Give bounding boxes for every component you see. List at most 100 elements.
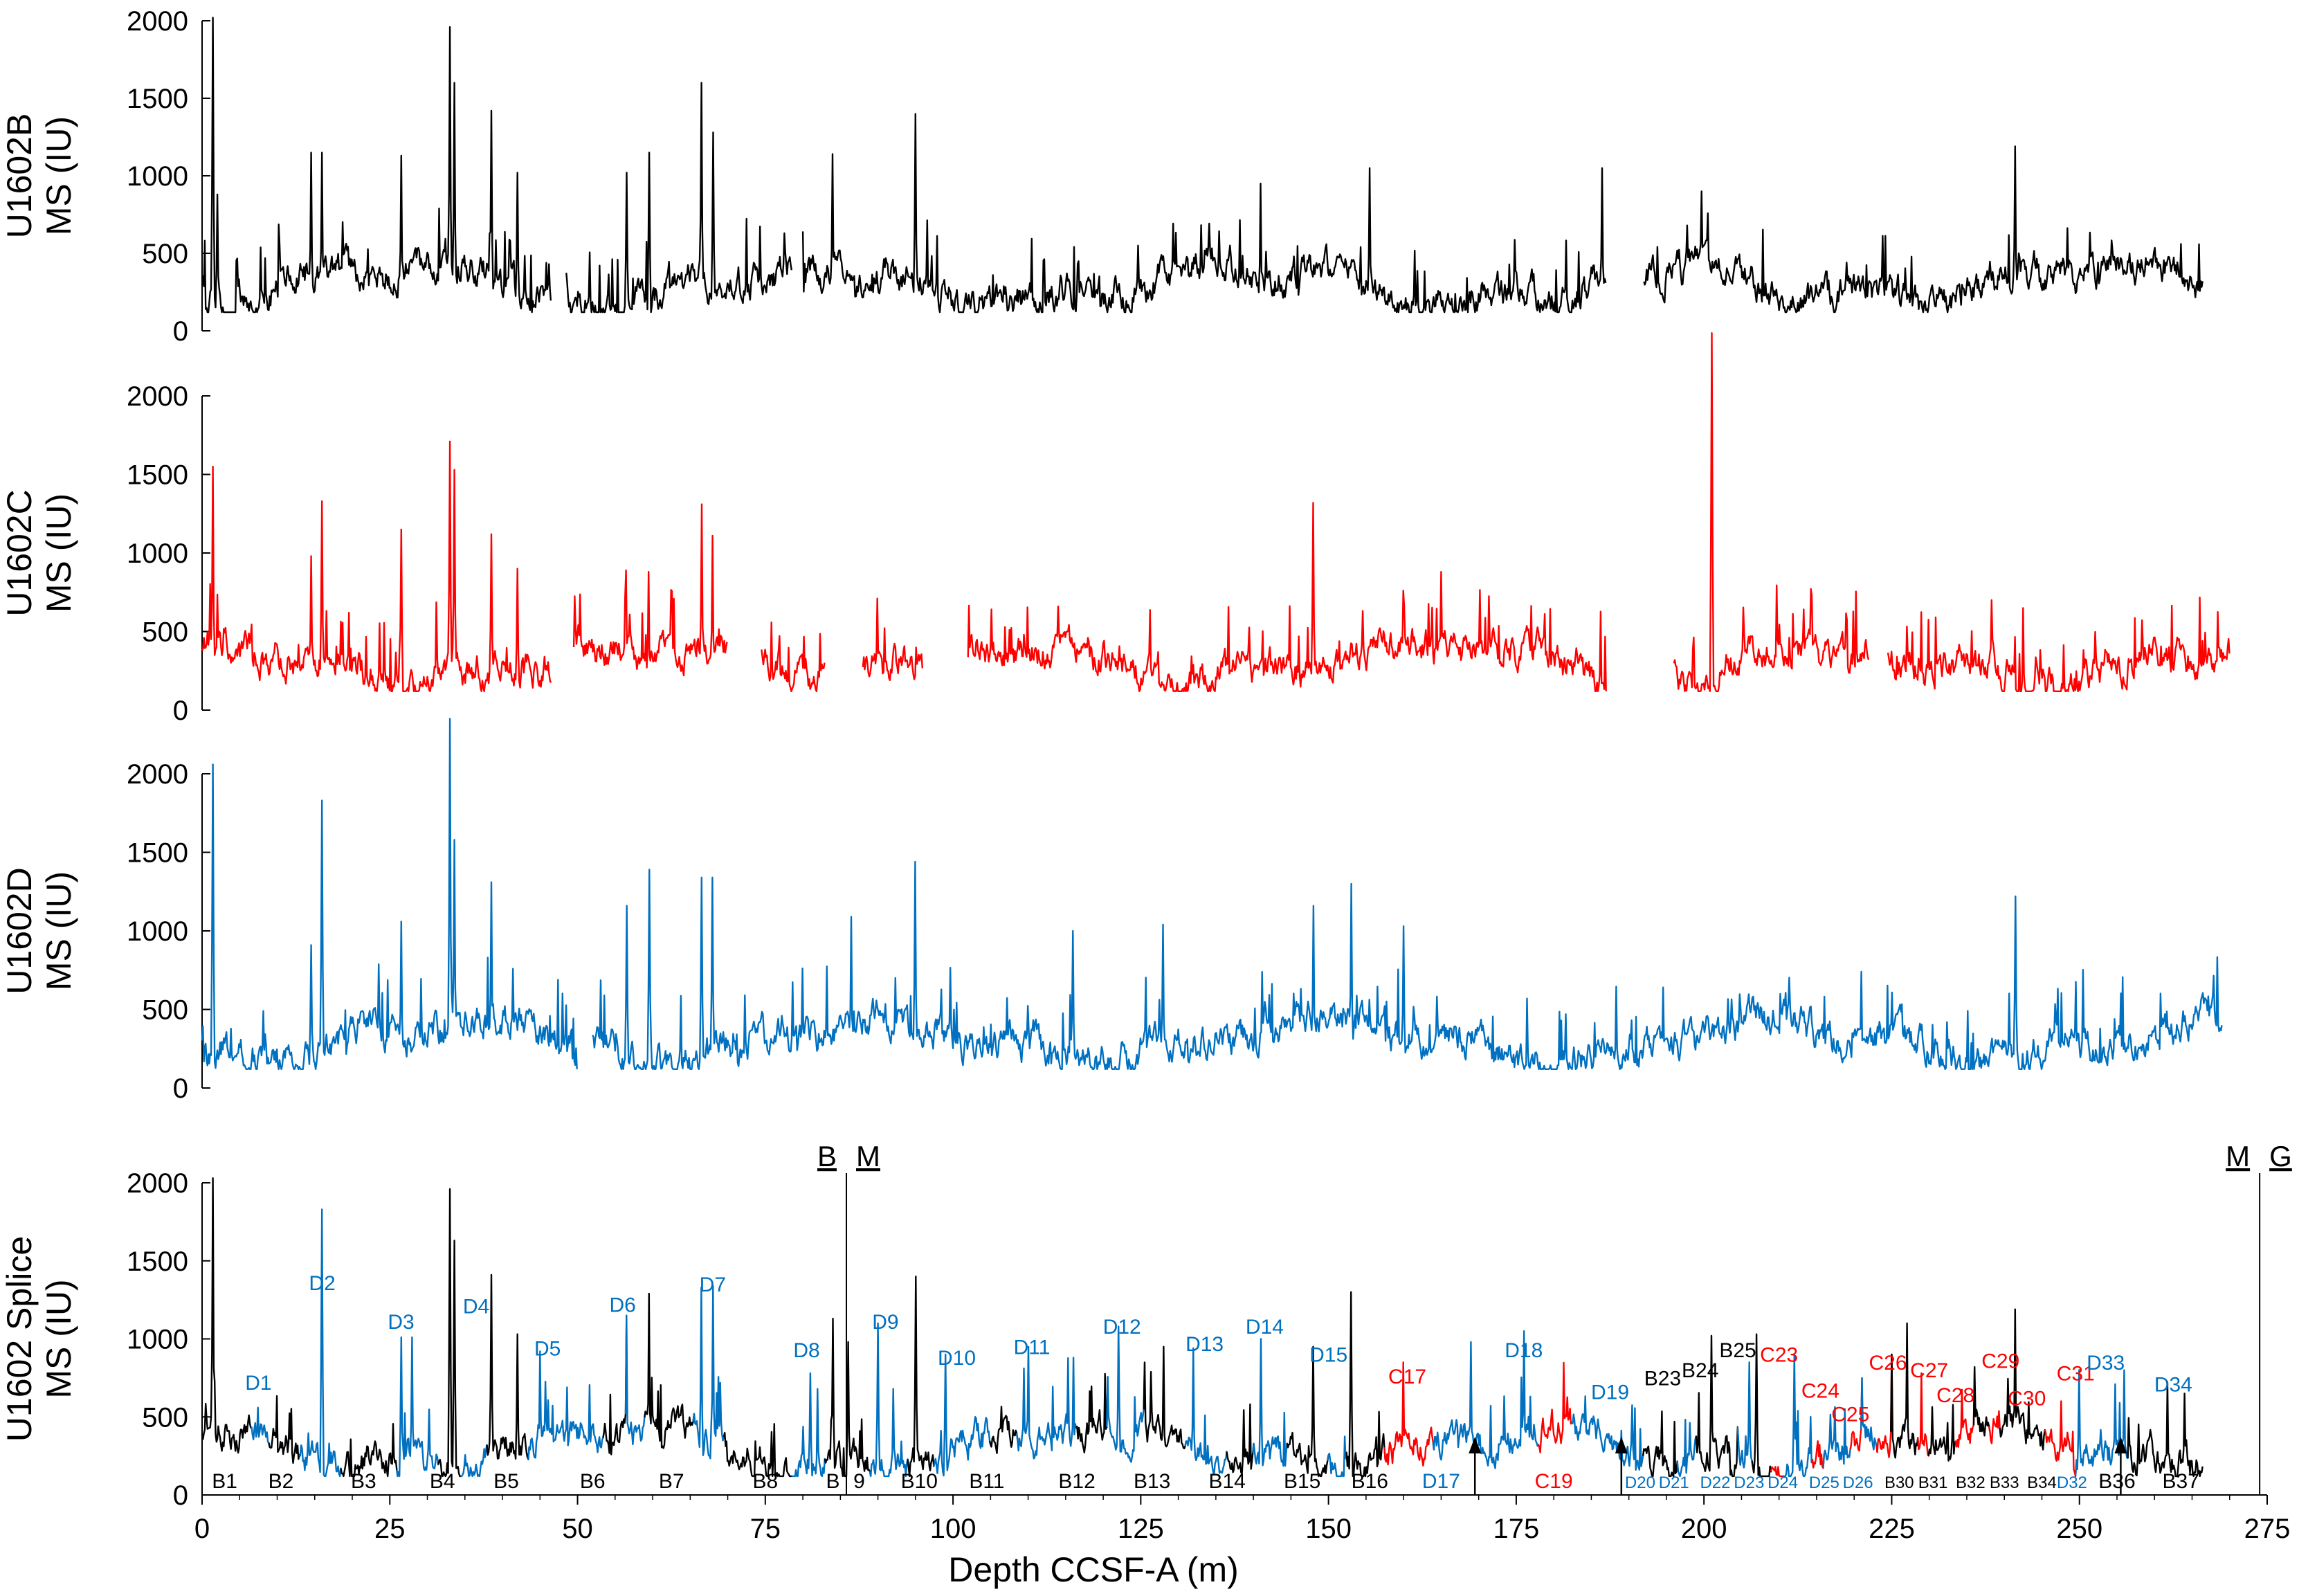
segment-label: D23 xyxy=(1734,1473,1764,1492)
y-tick-label: 1500 xyxy=(127,460,188,491)
splice-segment-b6 xyxy=(602,1315,628,1456)
splice-segment-b37 xyxy=(2165,1381,2203,1478)
segment-label: B36 xyxy=(2098,1470,2135,1493)
splice-segment-d22 xyxy=(1782,1353,1815,1478)
y-tick-label: 500 xyxy=(142,995,188,1026)
y-tick-label: 500 xyxy=(142,239,188,269)
segment-label: C29 xyxy=(1981,1350,2019,1373)
segment-label: C23 xyxy=(1760,1344,1798,1367)
segment-label: D4 xyxy=(463,1296,489,1318)
series-trace xyxy=(572,503,728,677)
y-tick-label: 0 xyxy=(173,1480,188,1511)
splice-segment-d23 xyxy=(1822,1406,1853,1469)
y-tick-label: 1000 xyxy=(127,1325,188,1355)
segment-label: D18 xyxy=(1505,1339,1543,1362)
segment-label: B1 xyxy=(212,1470,237,1493)
splice-segment-c25 xyxy=(1849,1377,1863,1452)
x-tick-label: 150 xyxy=(1305,1514,1352,1544)
splice-segment-c23 xyxy=(1770,1466,1784,1478)
splice-segment-d4 xyxy=(460,1444,489,1478)
splice-segment-b11 xyxy=(988,1406,1019,1454)
segment-label: D11 xyxy=(1014,1336,1051,1359)
segment-label: B32 xyxy=(1956,1473,1986,1492)
splice-segment-b31 xyxy=(1927,1404,1956,1462)
segment-label: C28 xyxy=(1936,1384,1974,1407)
segment-label: D10 xyxy=(938,1347,976,1370)
segment-label: B2 xyxy=(269,1470,294,1493)
y-tick-label: 1000 xyxy=(127,161,188,192)
y-tick-label: 1500 xyxy=(127,1246,188,1277)
y-tick-label: 1500 xyxy=(127,838,188,869)
segment-label: D1 xyxy=(245,1372,271,1395)
splice-segment-d15 xyxy=(1327,1435,1349,1478)
x-tick-label: 250 xyxy=(2056,1514,2102,1544)
segment-label: D6 xyxy=(609,1294,635,1316)
splice-segment-d14 xyxy=(1252,1338,1289,1467)
splice-segment-b1 xyxy=(201,1177,253,1454)
splice-segment-d2 xyxy=(298,1208,343,1478)
panel-u1602-splice: 0 500 1000 1500 2000 U1602 Splice MS (IU) D1 D2 D… xyxy=(0,1140,2292,1511)
splice-segment-b3 xyxy=(340,1423,399,1478)
splice-segment-b23 xyxy=(1642,1411,1680,1478)
segment-label: C17 xyxy=(1388,1366,1426,1388)
segment-label: B15 xyxy=(1284,1470,1320,1493)
splice-segment-b4 xyxy=(437,1188,462,1478)
segment-label: D26 xyxy=(1843,1473,1873,1492)
y-tick-label: 1000 xyxy=(127,916,188,947)
segment-label: B5 xyxy=(493,1470,519,1493)
segment-label: B6 xyxy=(580,1470,606,1493)
segment-label: B12 xyxy=(1058,1470,1095,1493)
y-tick-label: 0 xyxy=(173,696,188,726)
splice-segment-c29 xyxy=(1988,1410,2002,1444)
y-tick-label: 0 xyxy=(173,1073,188,1104)
arrow-head xyxy=(1469,1437,1482,1453)
splice-segment-b15 xyxy=(1286,1345,1330,1478)
splice-segment-c26 xyxy=(1875,1353,1893,1458)
segment-label: B3 xyxy=(351,1470,376,1493)
splice-segment-d20 xyxy=(1676,1419,1698,1478)
y-axis-title-line1: U1602 Splice xyxy=(0,1236,39,1442)
y-tick-label: 500 xyxy=(142,1402,188,1433)
series-trace xyxy=(761,622,826,692)
splice-segment-c30 xyxy=(2044,1429,2059,1462)
series-trace xyxy=(967,502,1607,692)
series-trace xyxy=(862,597,923,681)
splice-segment-d11 xyxy=(1015,1345,1078,1460)
splice-segment-b12 xyxy=(1075,1372,1109,1453)
segment-label: B23 xyxy=(1644,1367,1681,1390)
segment-label: B30 xyxy=(1884,1473,1914,1492)
splice-segment-b36 xyxy=(2127,1417,2168,1477)
splice-segment-b14 xyxy=(1226,1403,1255,1475)
splice-segment-d7 xyxy=(692,1285,726,1460)
segment-label: D8 xyxy=(793,1339,819,1362)
splice-segment-b5 xyxy=(486,1273,530,1460)
segment-label: B37 xyxy=(2163,1470,2199,1493)
x-tick-label: 175 xyxy=(1493,1514,1540,1544)
unit-label-right: M xyxy=(856,1140,880,1172)
segment-label: D9 xyxy=(872,1311,898,1334)
segment-label: D20 xyxy=(1625,1473,1655,1492)
splice-segment-d13 xyxy=(1184,1347,1228,1476)
arrow-head xyxy=(1615,1437,1628,1453)
y-axis-title-line2: MS (IU) xyxy=(39,493,78,613)
y-tick-label: 1500 xyxy=(127,84,188,114)
splice-segment-c27 xyxy=(1917,1372,1931,1457)
splice-segment-d19 xyxy=(1616,1404,1646,1471)
splice-segment-d6 xyxy=(624,1314,646,1446)
series-trace xyxy=(201,17,552,314)
y-tick-label: 0 xyxy=(173,316,188,347)
segment-label: B24 xyxy=(1682,1359,1718,1382)
panel-u1602d: 0 500 1000 1500 2000 U1602D MS (IU) xyxy=(0,718,2223,1104)
segment-label: B10 xyxy=(901,1470,938,1493)
splice-segment-d3 xyxy=(396,1336,440,1478)
segment-label: B13 xyxy=(1134,1470,1170,1493)
segment-label: D24 xyxy=(1768,1473,1798,1492)
x-axis: 0 25 50 75 100 125 150 175 200 225 250 275 xyxy=(194,1494,2290,1544)
segment-label: D34 xyxy=(2154,1373,2192,1396)
segment-label: B11 xyxy=(969,1470,1004,1493)
segment-label: D5 xyxy=(534,1338,561,1361)
series-trace xyxy=(1643,145,2203,314)
unit-label-left: M xyxy=(2226,1140,2250,1172)
